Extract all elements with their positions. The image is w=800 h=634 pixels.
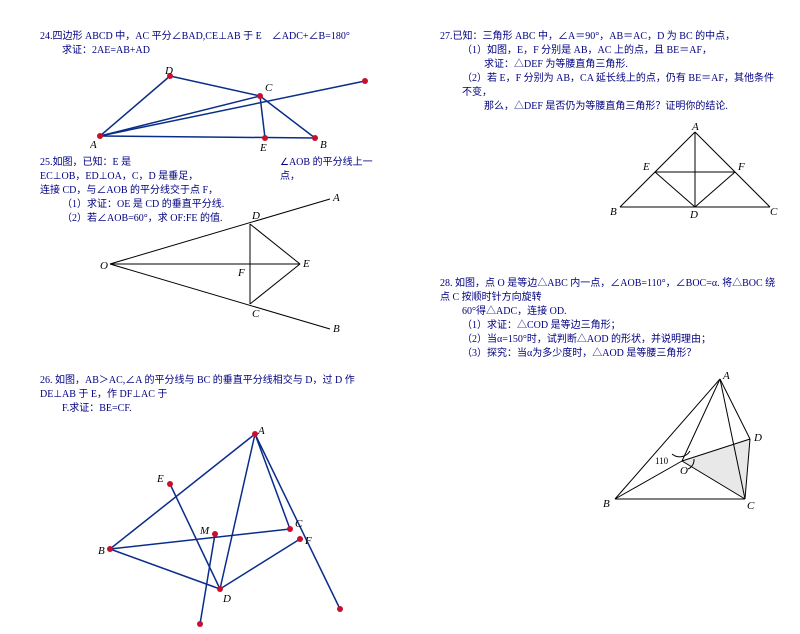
problem-text: 如图，点 O 是等边△ABC 内一点，∠AOB=110°，∠BOC=α. 将△B… [440, 278, 775, 303]
problem-text: （1）如图，E，F 分别是 AB，AC 上的点，且 BE＝AF， [462, 44, 780, 58]
problem-text: （1）求证：△COD 是等边三角形； [462, 319, 780, 333]
figure-24: A D C E B [90, 66, 380, 156]
problem-text: 四边形 ABCD 中，AC 平分∠BAD,CE⊥AB 于 E ∠ADC+∠B=1… [53, 31, 350, 42]
problem-text: 求证：△DEF 为等腰直角三角形. [484, 58, 780, 72]
problem-text: （2）若 E，F 分别为 AB，CA 延长线上的点，仍有 BE＝AF，其他条件不… [462, 72, 780, 100]
vertex-label: F [737, 161, 745, 173]
right-column: 27.已知：三角形 ABC 中，∠A＝90°，AB＝AC，D 为 BC 的中点，… [400, 0, 800, 566]
problem-text: 60°得△ADC，连接 OD. [462, 305, 780, 319]
vertex-label: A [257, 425, 265, 437]
angle-label: 110 [655, 456, 669, 466]
vertex-label: F [304, 535, 312, 547]
problem-number: 28. [440, 278, 453, 289]
vertex-label: B [603, 498, 610, 510]
problem-text: F.求证：BE=CF. [62, 402, 380, 416]
problem-24: 24.四边形 ABCD 中，AC 平分∠BAD,CE⊥AB 于 E ∠ADC+∠… [40, 30, 380, 58]
problem-27: 27.已知：三角形 ABC 中，∠A＝90°，AB＝AC，D 为 BC 的中点，… [440, 30, 780, 114]
problem-text: ∠AOB 的平分线上一点， [280, 156, 380, 184]
vertex-label: D [753, 432, 762, 444]
problem-number: 25. [40, 157, 53, 168]
vertex-label: D [164, 66, 173, 77]
figure-26: A B C D E F M [95, 424, 355, 634]
vertex-label: C [747, 500, 755, 512]
problem-text: （2）若∠AOB=60°，求 OF:FE 的值. [62, 212, 380, 226]
vertex-label: A [691, 122, 699, 133]
vertex-label: C [265, 82, 273, 94]
vertex-label: D [689, 209, 698, 221]
problem-text: 已知：三角形 ABC 中，∠A＝90°，AB＝AC，D 为 BC 的中点， [453, 31, 736, 42]
problem-26: 26. 如图，AB＞AC,∠A 的平分线与 BC 的垂直平分线相交与 D，过 D… [40, 374, 380, 416]
vertex-label: E [302, 258, 310, 270]
page: 24.四边形 ABCD 中，AC 平分∠BAD,CE⊥AB 于 E ∠ADC+∠… [0, 0, 800, 566]
vertex-label: E [156, 473, 164, 485]
vertex-label: B [98, 545, 105, 557]
vertex-label: B [610, 206, 617, 218]
vertex-label: E [259, 142, 267, 154]
problem-text: （3）探究：当α为多少度时，△AOD 是等腰三角形？ [462, 347, 780, 361]
problem-number: 27. [440, 31, 453, 42]
vertex-label: O [680, 465, 688, 477]
figure-27: A B C D E F [610, 122, 790, 222]
vertex-label: C [252, 308, 260, 320]
problem-text: 如图，AB＞AC,∠A 的平分线与 BC 的垂直平分线相交与 D，过 D 作 D… [40, 375, 355, 400]
vertex-label: O [100, 260, 108, 272]
problem-text: 求证：2AE=AB+AD [62, 44, 380, 58]
problem-28: 28. 如图，点 O 是等边△ABC 内一点，∠AOB=110°，∠BOC=α.… [440, 277, 780, 361]
problem-text: （2）当α=150°时，试判断△AOD 的形状，并说明理由； [462, 333, 780, 347]
figure-28: A B C D O 110 [600, 369, 780, 519]
problem-text: （1）求证：OE 是 CD 的垂直平分线. [62, 198, 380, 212]
problem-text: 那么，△DEF 是否仍为等腰直角三角形？证明你的结论. [484, 100, 780, 114]
problem-text: 如图，已知：E 是 [53, 157, 132, 168]
vertex-label: A [722, 370, 730, 382]
vertex-label: B [320, 139, 327, 151]
vertex-label: M [199, 525, 210, 537]
vertex-label: C [770, 206, 778, 218]
problem-text: 连接 CD，与∠AOB 的平分线交于点 F， [40, 184, 380, 198]
vertex-label: D [222, 593, 231, 605]
vertex-label: E [642, 161, 650, 173]
problem-25: 25.如图，已知：E 是 ∠AOB 的平分线上一点， EC⊥OB，ED⊥OA，C… [40, 156, 380, 226]
vertex-label: F [237, 267, 245, 279]
problem-number: 24. [40, 31, 53, 42]
vertex-label: C [295, 518, 303, 530]
vertex-label: B [333, 323, 340, 335]
problem-number: 26. [40, 375, 53, 386]
left-column: 24.四边形 ABCD 中，AC 平分∠BAD,CE⊥AB 于 E ∠ADC+∠… [0, 0, 400, 566]
vertex-label: A [90, 139, 97, 151]
